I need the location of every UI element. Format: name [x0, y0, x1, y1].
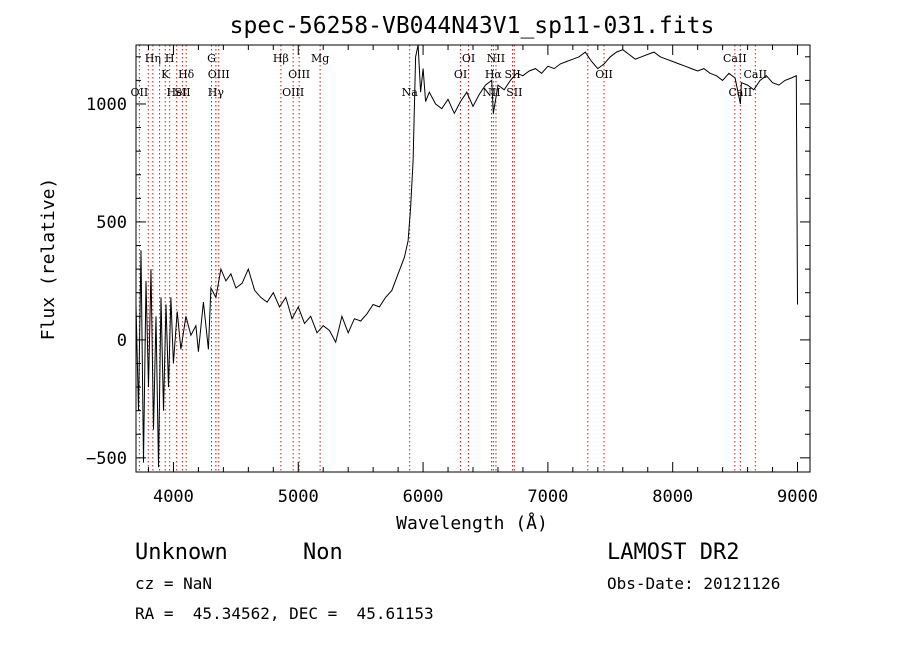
line-label-13: OIII [282, 86, 304, 99]
line-label-21: NII [487, 52, 505, 65]
line-label-23: SII [506, 86, 522, 99]
line-label-16: Na [402, 86, 419, 99]
x-tick-label-5: 9000 [777, 487, 818, 507]
axis-ticks [136, 45, 810, 472]
line-label-6: HeI [166, 86, 186, 99]
line-label-20: Hα [485, 68, 503, 81]
line-label-4: K [161, 68, 170, 81]
line-label-27: CaII [729, 86, 753, 99]
line-label-9: G [207, 52, 216, 65]
object-class: Unknown [135, 540, 228, 565]
x-tick-label-2: 6000 [403, 487, 444, 507]
line-label-14: OIII [288, 68, 310, 81]
y-tick-label-0: −500 [86, 449, 127, 469]
x-tick-label-0: 4000 [153, 487, 194, 507]
object-subclass: Non [303, 540, 343, 565]
x-tick-label-4: 8000 [652, 487, 693, 507]
line-label-18: OI [462, 52, 475, 65]
y-tick-labels: −500 0 500 1000 [86, 95, 127, 469]
y-axis-label: Flux (relative) [38, 178, 59, 341]
line-label-0: OII [131, 86, 149, 99]
observation-date: Obs-Date: 20121126 [607, 574, 780, 593]
line-label-2: Hη [145, 52, 161, 65]
x-axis-label: Wavelength (Å) [396, 512, 548, 534]
line-label-8: Hδ [178, 68, 195, 81]
chart-title: spec-56258-VB044N43V1_sp11-031.fits [230, 13, 715, 39]
y-tick-label-1: 0 [117, 331, 127, 351]
line-label-10: Hγ [208, 86, 225, 99]
line-label-28: CaII [743, 68, 767, 81]
redshift-cz: cz = NaN [135, 574, 212, 593]
y-tick-label-2: 500 [96, 213, 127, 233]
y-tick-label-3: 1000 [86, 95, 127, 115]
line-label-25: OII [595, 68, 613, 81]
x-tick-label-1: 5000 [278, 487, 319, 507]
survey-name: LAMOST DR2 [607, 540, 739, 565]
spectral-line-markers [138, 45, 756, 472]
x-tick-labels: 4000 5000 6000 7000 8000 9000 [153, 487, 818, 507]
line-label-17: OI [454, 68, 467, 81]
line-label-26: CaII [723, 52, 747, 65]
line-label-15: Mg [311, 52, 329, 65]
line-label-22: SII [504, 68, 520, 81]
plot-frame [135, 44, 811, 473]
line-label-5: H [165, 52, 175, 65]
spectrum-series [136, 45, 798, 468]
line-label-11: OIII [208, 68, 230, 81]
line-label-12: Hβ [273, 52, 289, 65]
ra-dec-coordinates: RA = 45.34562, DEC = 45.61153 [135, 604, 434, 623]
x-tick-label-3: 7000 [527, 487, 568, 507]
line-label-7: SII [174, 86, 190, 99]
spectral-line-labels: OIIHηKHHeISIIHδGHγOIIIHβOIIIOIIIMgNaOIOI… [131, 52, 768, 99]
